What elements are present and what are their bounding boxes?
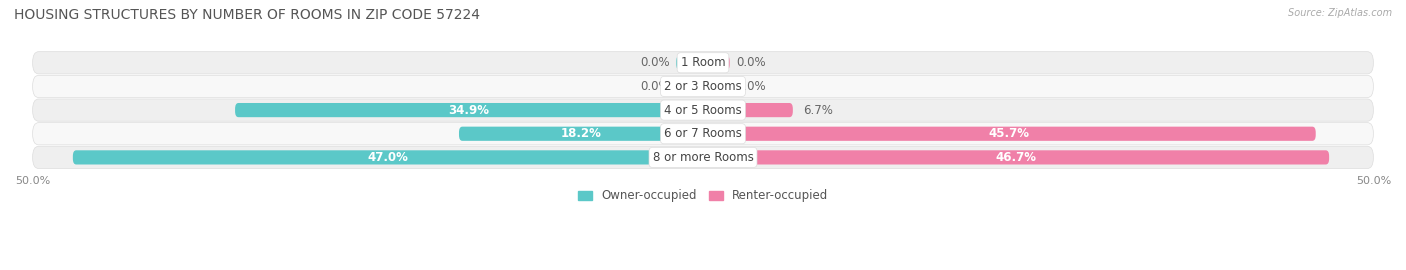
FancyBboxPatch shape bbox=[703, 79, 730, 93]
Text: 4 or 5 Rooms: 4 or 5 Rooms bbox=[664, 104, 742, 117]
FancyBboxPatch shape bbox=[32, 99, 1374, 121]
Text: 0.0%: 0.0% bbox=[640, 80, 669, 93]
FancyBboxPatch shape bbox=[703, 127, 1316, 141]
FancyBboxPatch shape bbox=[32, 146, 1374, 168]
Text: 46.7%: 46.7% bbox=[995, 151, 1036, 164]
Text: 8 or more Rooms: 8 or more Rooms bbox=[652, 151, 754, 164]
FancyBboxPatch shape bbox=[458, 127, 703, 141]
Text: 2 or 3 Rooms: 2 or 3 Rooms bbox=[664, 80, 742, 93]
Text: 45.7%: 45.7% bbox=[988, 127, 1029, 140]
FancyBboxPatch shape bbox=[676, 56, 703, 70]
FancyBboxPatch shape bbox=[32, 52, 1374, 74]
FancyBboxPatch shape bbox=[32, 123, 1374, 145]
Text: 0.0%: 0.0% bbox=[737, 56, 766, 69]
Text: 0.0%: 0.0% bbox=[640, 56, 669, 69]
FancyBboxPatch shape bbox=[703, 56, 730, 70]
Text: 6.7%: 6.7% bbox=[804, 104, 834, 117]
Text: 34.9%: 34.9% bbox=[449, 104, 489, 117]
FancyBboxPatch shape bbox=[676, 79, 703, 93]
Text: 1 Room: 1 Room bbox=[681, 56, 725, 69]
FancyBboxPatch shape bbox=[73, 150, 703, 164]
Text: 0.0%: 0.0% bbox=[737, 80, 766, 93]
Legend: Owner-occupied, Renter-occupied: Owner-occupied, Renter-occupied bbox=[572, 185, 834, 207]
Text: Source: ZipAtlas.com: Source: ZipAtlas.com bbox=[1288, 8, 1392, 18]
FancyBboxPatch shape bbox=[235, 103, 703, 117]
Text: 18.2%: 18.2% bbox=[561, 127, 602, 140]
Text: 47.0%: 47.0% bbox=[367, 151, 408, 164]
Text: 6 or 7 Rooms: 6 or 7 Rooms bbox=[664, 127, 742, 140]
FancyBboxPatch shape bbox=[703, 150, 1329, 164]
Text: HOUSING STRUCTURES BY NUMBER OF ROOMS IN ZIP CODE 57224: HOUSING STRUCTURES BY NUMBER OF ROOMS IN… bbox=[14, 8, 479, 22]
FancyBboxPatch shape bbox=[703, 103, 793, 117]
FancyBboxPatch shape bbox=[32, 75, 1374, 97]
